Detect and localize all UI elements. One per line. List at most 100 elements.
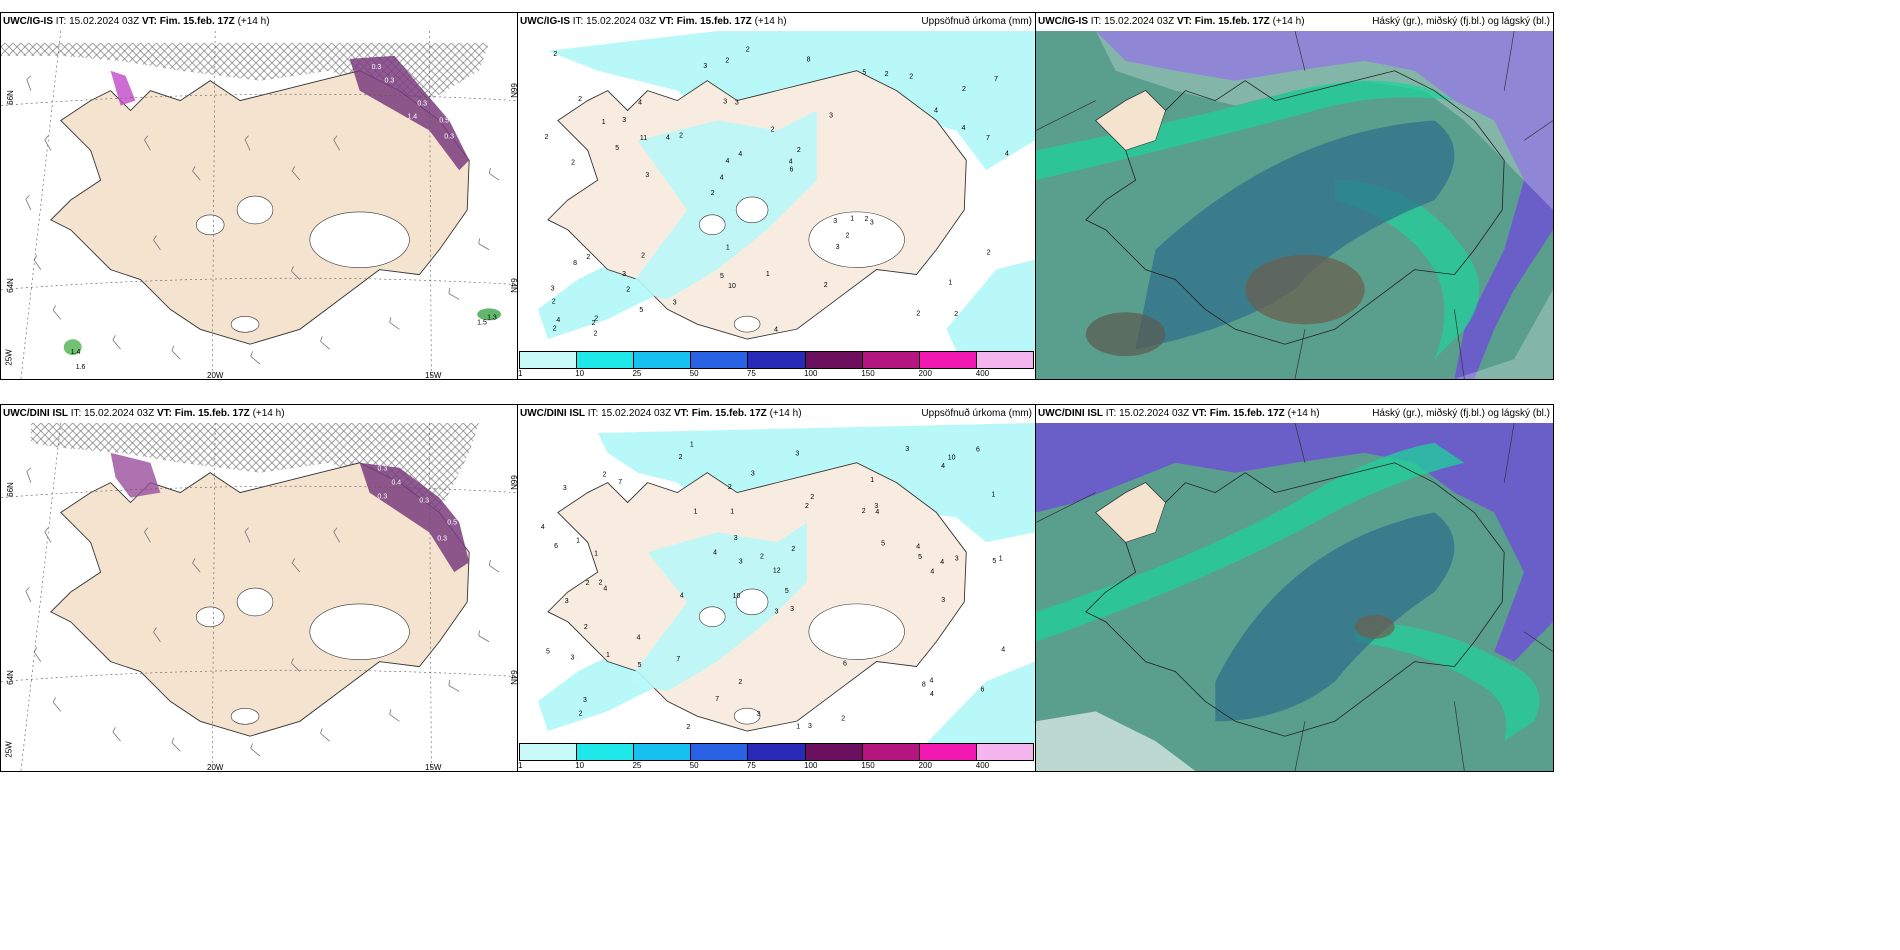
- precip-value: 2: [626, 286, 630, 293]
- map-wind-svg: 0.3 0.4 0.3 0.3 0.5 0.3: [1, 423, 517, 771]
- precip-value: 2: [552, 298, 556, 305]
- map-precip[interactable]: 2 2 2 2 3 2 3 2 2 2 2 2 3 2 3 2 2 4 3 4 4 5 4 4 5 2 2 1 2 4 4 5 3 5 7 4 4 10 6…: [518, 31, 1035, 351]
- iceland-outline: [1085, 462, 1505, 737]
- precip-value: 1: [576, 538, 580, 545]
- map-clouds-svg: [1036, 31, 1553, 379]
- high-cloud-purple: [1095, 31, 1553, 379]
- colorbar-tick-label: 100: [804, 369, 818, 378]
- glacier-hofsjokull: [698, 606, 726, 628]
- precip-value: 12: [773, 568, 781, 575]
- init-time: 15.02.2024 03Z: [84, 408, 155, 419]
- precip-value: 2: [841, 715, 845, 722]
- mid-cloud-green-band-2: [1334, 180, 1480, 360]
- precip-value: 6: [976, 447, 980, 454]
- wind-label: 0.5: [447, 519, 457, 526]
- precip-value: 2: [760, 554, 764, 561]
- panel-precip-igis: UWC/IG-IS IT: 15.02.2024 03Z VT: Fim. 15…: [517, 12, 1036, 380]
- glacier-myrdalsjokull: [230, 708, 260, 725]
- precip-value: 5: [639, 307, 643, 314]
- precip-value: 2: [797, 147, 801, 154]
- panel-header: UWC/IG-IS IT: 15.02.2024 03Z VT: Fim. 15…: [1036, 13, 1553, 31]
- precip-value: 4: [713, 550, 717, 557]
- iceland-outline: [1085, 70, 1505, 345]
- precip-value: 1: [870, 477, 874, 484]
- glacier-myrdalsjokull: [230, 316, 260, 333]
- colorbar-tick-label: 1: [518, 369, 523, 378]
- snow-hatch-area: [30, 423, 480, 533]
- map-clouds-svg: [1036, 423, 1553, 771]
- precip-value: 6: [554, 543, 558, 550]
- precip-value: 2: [679, 132, 683, 139]
- colorbar-segment: [976, 744, 1033, 760]
- precip-value: 2: [686, 724, 690, 731]
- colorbar-tick-label: 100: [804, 761, 818, 770]
- precip-value: 1: [694, 509, 698, 516]
- precip-value: 4: [962, 125, 966, 132]
- wind-label: 0.4: [391, 480, 401, 487]
- precip-value: 4: [637, 635, 641, 642]
- precip-value: 8: [807, 56, 811, 63]
- precip-value: 2: [791, 546, 795, 553]
- precip-value: 2: [885, 71, 889, 78]
- colorbar-segment: [634, 744, 692, 760]
- precip-value: 6: [981, 686, 985, 693]
- lat-label-66: 66N: [5, 90, 15, 105]
- precip-green-sw: [63, 339, 82, 356]
- precip-value: 2: [864, 216, 868, 223]
- precip-value: 2: [909, 73, 913, 80]
- product-title: Uppsöfnuð úrkoma (mm): [921, 408, 1032, 419]
- colorbar-segment: [520, 352, 578, 368]
- map-wind[interactable]: 0.3 0.4 0.3 0.3 0.5 0.3 66N 64N 25W 20W …: [1, 423, 517, 771]
- precip-value: 2: [571, 159, 575, 166]
- map-clouds[interactable]: [1036, 423, 1553, 771]
- valid-time: Fim. 15.feb. 17Z: [1194, 16, 1270, 27]
- colorbar-segment: [748, 744, 806, 760]
- colorbar-tick-label: 1: [518, 761, 523, 770]
- vt-label: VT:: [141, 16, 157, 27]
- precip-value: 3: [757, 711, 761, 718]
- lon-label-20: 20W: [207, 763, 224, 772]
- precip-value: 2: [679, 454, 683, 461]
- precip-value: 1: [948, 279, 952, 286]
- precip-value: 1: [730, 508, 734, 515]
- colorbar-tick-label: 150: [861, 761, 875, 770]
- precip-value: 2: [987, 249, 991, 256]
- precip-value: 10: [733, 593, 741, 600]
- it-label: IT:: [55, 16, 67, 27]
- precip-value: 5: [720, 273, 724, 280]
- map-clouds[interactable]: [1036, 31, 1553, 379]
- wind-label: 1.5: [477, 319, 487, 326]
- precip-purple-nw: [110, 70, 136, 106]
- map-wind[interactable]: 0.3 0.3 0.3 1.4 0.5 0.3 1.5 1.3 1.4 1.6 …: [1, 31, 517, 379]
- lon-label-25: 25W: [4, 349, 14, 366]
- precip-value: 2: [954, 311, 958, 318]
- precip-value: 2: [599, 579, 603, 586]
- precip-value: 4: [680, 593, 684, 600]
- lon-label-25: 25W: [4, 741, 14, 758]
- low-cloud-white: [1036, 31, 1553, 379]
- precip-value: 1: [690, 442, 694, 449]
- precip-value: 3: [795, 451, 799, 458]
- precip-value: 4: [541, 524, 545, 531]
- graticule: [1, 31, 517, 379]
- low-cloud-dark: [1135, 120, 1455, 350]
- lead-time: (+14 h): [769, 408, 802, 419]
- it-label: IT:: [1105, 408, 1117, 419]
- wind-label: 0.5: [439, 117, 449, 124]
- precip-value: 2: [824, 282, 828, 289]
- precip-value: 3: [735, 100, 739, 107]
- precip-value: 4: [930, 677, 934, 684]
- precip-value: 2: [771, 127, 775, 134]
- precip-value: 5: [862, 69, 866, 76]
- colorbar-segment: [919, 352, 977, 368]
- lead-time: (+14 h): [252, 408, 285, 419]
- panel-header: UWC/DINI ISL IT: 15.02.2024 03Z VT: Fim.…: [1, 405, 517, 423]
- lon-label-20: 20W: [207, 371, 224, 380]
- map-precip[interactable]: 1 1 5 10 3 2 3 2 3 2 12 2 2 4 1 3 2 3 5 4 1 2 1 3 5 1 3 5 4 3 8 2 1 4 6 4 4 7…: [518, 423, 1035, 743]
- precip-value: 2: [594, 330, 598, 337]
- colorbar-tick-label: 400: [975, 369, 990, 378]
- precip-value: 2: [846, 233, 850, 240]
- precip-value: 4: [720, 174, 724, 181]
- wind-label: 1.3: [487, 314, 497, 321]
